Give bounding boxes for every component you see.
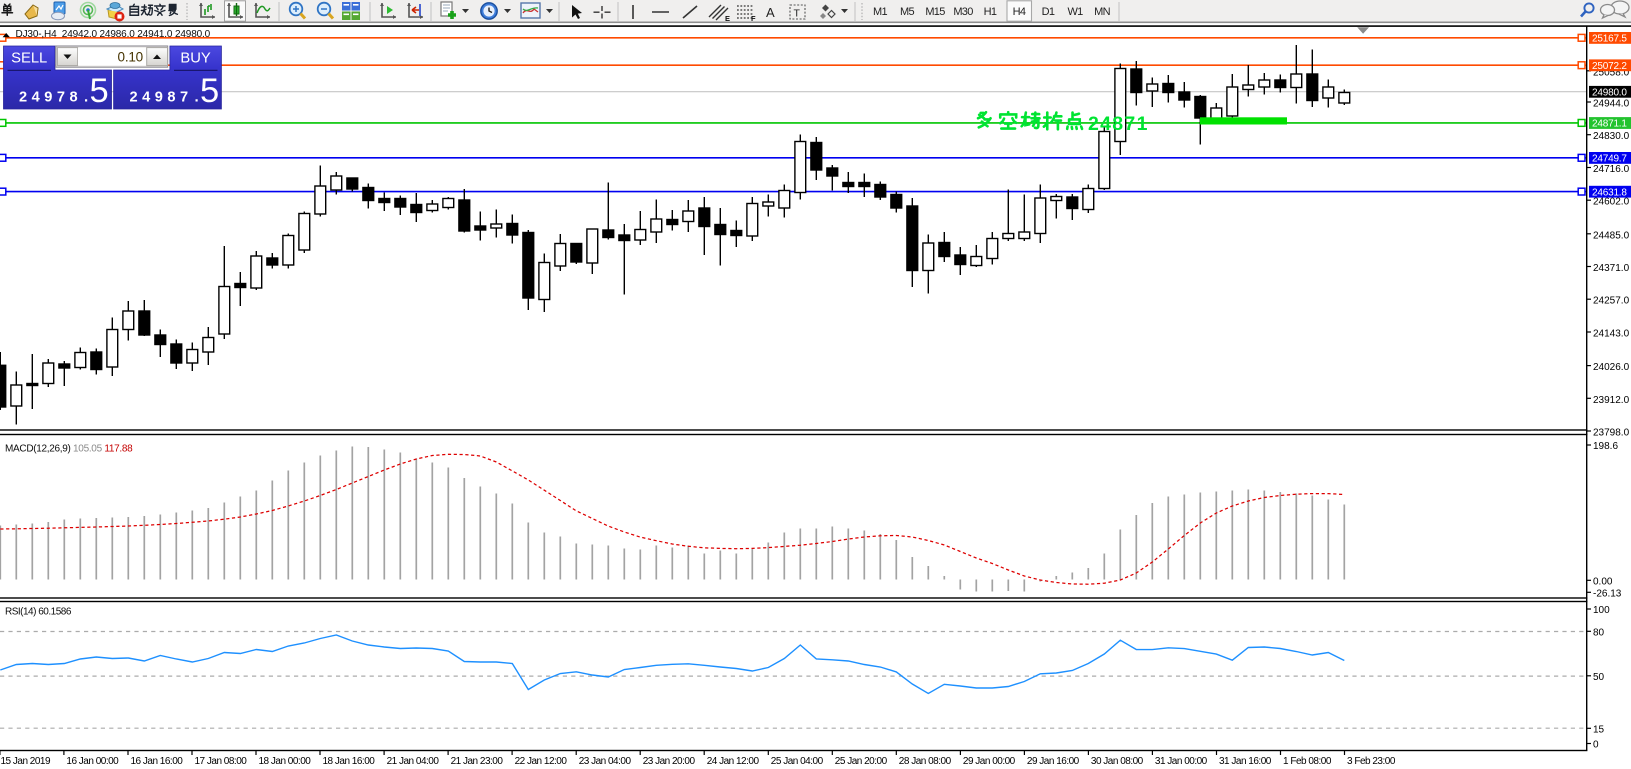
svg-text:24749.7: 24749.7 — [1592, 154, 1627, 165]
svg-text:24 Jan 12:00: 24 Jan 12:00 — [707, 756, 760, 767]
svg-text:24830.0: 24830.0 — [1593, 131, 1630, 142]
svg-text:M5: M5 — [900, 6, 914, 18]
svg-text:198.6: 198.6 — [1593, 441, 1618, 452]
svg-text:24871: 24871 — [1088, 113, 1149, 135]
svg-text:RSI(14) 60.1586: RSI(14) 60.1586 — [5, 607, 72, 618]
svg-text:23 Jan 04:00: 23 Jan 04:00 — [579, 756, 632, 767]
svg-text:5: 5 — [200, 72, 219, 110]
svg-text:24987: 24987 — [130, 89, 193, 105]
svg-text:17 Jan 08:00: 17 Jan 08:00 — [195, 756, 248, 767]
svg-text:H4: H4 — [1013, 6, 1026, 18]
svg-text:H1: H1 — [984, 6, 997, 18]
svg-text:24485.0: 24485.0 — [1593, 230, 1630, 241]
svg-text:24257.0: 24257.0 — [1593, 296, 1630, 307]
svg-text:A: A — [766, 5, 775, 20]
svg-text:F: F — [751, 14, 756, 23]
svg-text:16 Jan 00:00: 16 Jan 00:00 — [66, 756, 119, 767]
svg-text:25 Jan 04:00: 25 Jan 04:00 — [771, 756, 824, 767]
svg-text:M1: M1 — [873, 6, 887, 18]
svg-text:0: 0 — [1593, 740, 1599, 751]
svg-text:M15: M15 — [925, 6, 945, 18]
svg-text:0.00: 0.00 — [1593, 576, 1613, 587]
svg-text:24978: 24978 — [19, 89, 82, 105]
svg-text:29 Jan 00:00: 29 Jan 00:00 — [963, 756, 1016, 767]
svg-text:24871.1: 24871.1 — [1592, 119, 1627, 130]
svg-text:SELL: SELL — [11, 51, 47, 67]
svg-text:24143.0: 24143.0 — [1593, 329, 1630, 340]
svg-text:M30: M30 — [953, 6, 973, 18]
svg-text:30 Jan 08:00: 30 Jan 08:00 — [1091, 756, 1144, 767]
svg-text:24944.0: 24944.0 — [1593, 99, 1630, 110]
svg-text:100: 100 — [1593, 605, 1610, 616]
svg-text:28 Jan 08:00: 28 Jan 08:00 — [899, 756, 952, 767]
svg-text:W1: W1 — [1067, 6, 1083, 18]
svg-text:0.10: 0.10 — [118, 49, 143, 64]
svg-text:18 Jan 00:00: 18 Jan 00:00 — [259, 756, 312, 767]
svg-text:-26.13: -26.13 — [1593, 588, 1622, 599]
svg-text:25 Jan 20:00: 25 Jan 20:00 — [835, 756, 888, 767]
svg-text:24371.0: 24371.0 — [1593, 263, 1630, 274]
svg-text:21 Jan 23:00: 21 Jan 23:00 — [451, 756, 504, 767]
svg-text:BUY: BUY — [180, 51, 211, 67]
svg-text:24026.0: 24026.0 — [1593, 362, 1630, 373]
svg-text:5: 5 — [90, 72, 109, 110]
svg-text:3 Feb 23:00: 3 Feb 23:00 — [1347, 756, 1396, 767]
svg-text:31 Jan 00:00: 31 Jan 00:00 — [1155, 756, 1208, 767]
svg-text:MN: MN — [1094, 6, 1110, 18]
svg-text:15: 15 — [1593, 724, 1605, 735]
svg-text:24631.8: 24631.8 — [1592, 187, 1627, 198]
svg-text:.: . — [195, 88, 199, 105]
svg-text:1 Feb 08:00: 1 Feb 08:00 — [1283, 756, 1332, 767]
svg-text:T: T — [794, 8, 801, 20]
svg-text:25072.2: 25072.2 — [1592, 61, 1627, 72]
svg-text:18 Jan 16:00: 18 Jan 16:00 — [323, 756, 376, 767]
svg-text:23798.0: 23798.0 — [1593, 428, 1630, 439]
svg-text:80: 80 — [1593, 627, 1605, 638]
svg-text:15 Jan 2019: 15 Jan 2019 — [1, 756, 51, 767]
svg-text:MACD(12,26,9) 105.05 117.88: MACD(12,26,9) 105.05 117.88 — [5, 444, 133, 455]
svg-text:21 Jan 04:00: 21 Jan 04:00 — [387, 756, 440, 767]
svg-text:24980.0: 24980.0 — [1592, 88, 1627, 99]
svg-text:D1: D1 — [1042, 6, 1055, 18]
svg-text:31 Jan 16:00: 31 Jan 16:00 — [1219, 756, 1272, 767]
svg-text:16 Jan 16:00: 16 Jan 16:00 — [131, 756, 184, 767]
svg-text:E: E — [725, 14, 730, 23]
svg-text:23 Jan 20:00: 23 Jan 20:00 — [643, 756, 696, 767]
svg-text:22 Jan 12:00: 22 Jan 12:00 — [515, 756, 568, 767]
svg-text:24716.0: 24716.0 — [1593, 164, 1630, 175]
svg-text:29 Jan 16:00: 29 Jan 16:00 — [1027, 756, 1080, 767]
svg-text:25058.0: 25058.0 — [1593, 67, 1630, 78]
svg-text:23912.0: 23912.0 — [1593, 395, 1630, 406]
svg-text:50: 50 — [1593, 672, 1605, 683]
svg-text:.: . — [84, 88, 88, 105]
svg-text:DJ30-,H4 24942.0 24986.0 2494: DJ30-,H4 24942.0 24986.0 24941.0 24980.0 — [16, 29, 211, 40]
svg-text:25167.5: 25167.5 — [1592, 34, 1627, 45]
svg-text:24602.0: 24602.0 — [1593, 197, 1630, 208]
